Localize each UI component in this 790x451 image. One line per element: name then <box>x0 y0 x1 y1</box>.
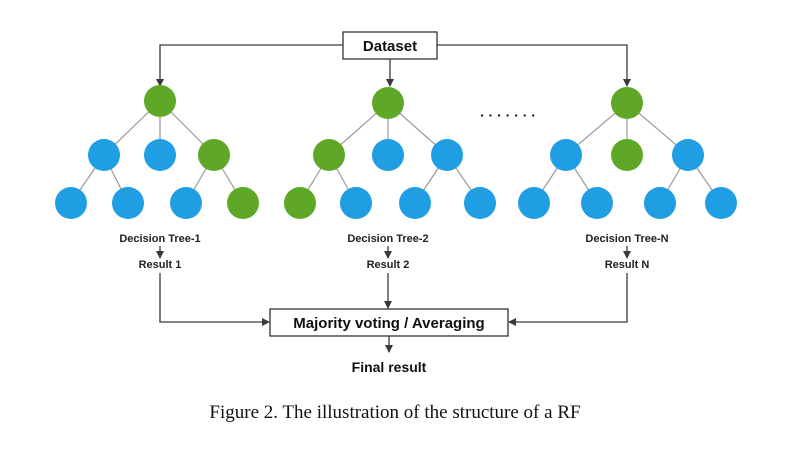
decision-trees <box>55 85 737 219</box>
tree-3-leaf-node <box>705 187 737 219</box>
dataset-connectors <box>156 44 631 87</box>
tree-1-leaf-node <box>112 187 144 219</box>
tree-3-level1-node <box>611 139 643 171</box>
result-n-label: Result N <box>605 259 650 271</box>
result-2-label: Result 2 <box>367 259 410 271</box>
tree-1-level1-node <box>144 139 176 171</box>
dataset-box: Dataset <box>342 31 438 60</box>
tree-1-root-node <box>144 85 176 117</box>
result-connectors <box>159 273 628 326</box>
tree-2-leaf-node <box>340 187 372 219</box>
tree-2-level1-node <box>431 139 463 171</box>
tree-3-level1-node <box>550 139 582 171</box>
tree-n-label: Decision Tree-N <box>585 233 668 245</box>
tree-2-leaf-node <box>284 187 316 219</box>
tree-2-leaf-node <box>399 187 431 219</box>
tree-3-leaf-node <box>644 187 676 219</box>
tree-3-root-node <box>611 87 643 119</box>
tree-2-root-node <box>372 87 404 119</box>
tree-3-leaf-node <box>581 187 613 219</box>
tree-1-leaf-node <box>55 187 87 219</box>
tree-1-leaf-node <box>170 187 202 219</box>
tree-2-label: Decision Tree-2 <box>347 233 428 245</box>
tree-1-label: Decision Tree-1 <box>119 233 200 245</box>
tree-2-leaf-node <box>464 187 496 219</box>
tree-1-level1-node <box>198 139 230 171</box>
tree-1-level1-node <box>88 139 120 171</box>
final-result-label: Final result <box>352 359 427 375</box>
tree-1-leaf-node <box>227 187 259 219</box>
tree-2-level1-node <box>372 139 404 171</box>
voting-label: Majority voting / Averaging <box>293 315 484 332</box>
ellipsis: · · · · · · · <box>480 107 536 123</box>
voting-box: Majority voting / Averaging <box>269 308 509 337</box>
dataset-label: Dataset <box>363 38 417 55</box>
figure-caption: Figure 2. The illustration of the struct… <box>209 402 580 423</box>
tree-3-leaf-node <box>518 187 550 219</box>
tree-2-level1-node <box>313 139 345 171</box>
result-1-label: Result 1 <box>139 259 182 271</box>
tree-3-level1-node <box>672 139 704 171</box>
